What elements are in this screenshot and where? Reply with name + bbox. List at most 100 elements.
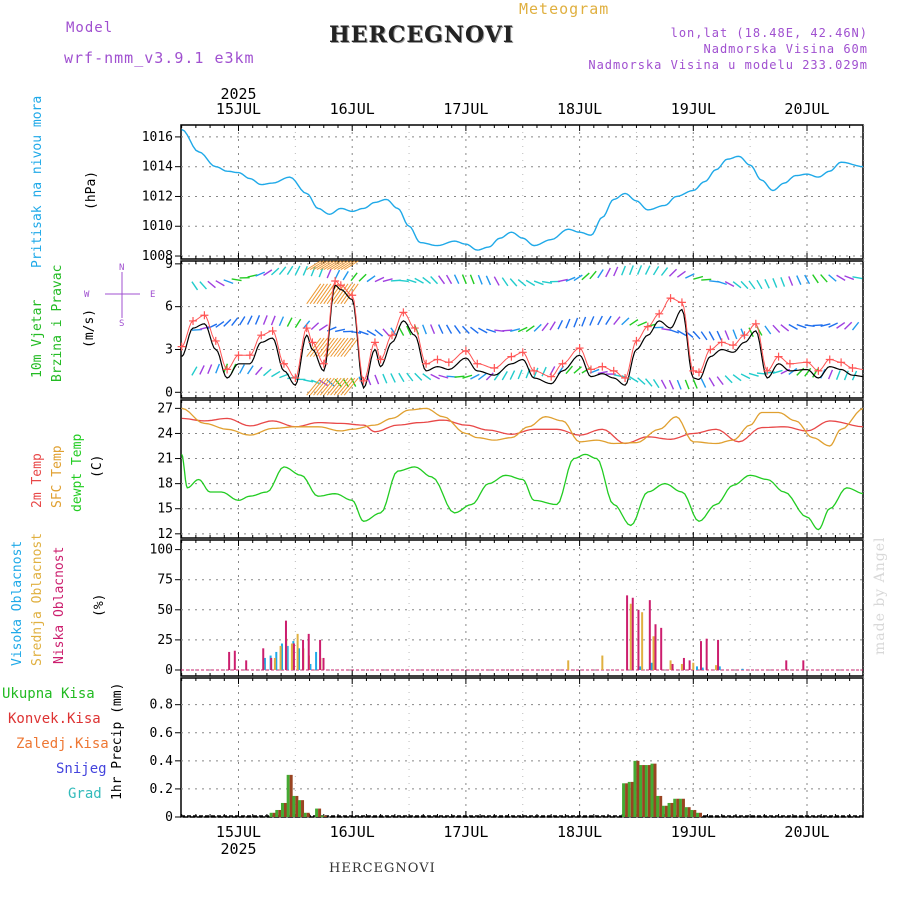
wind-hatch [323, 283, 339, 305]
wind-hatch [313, 283, 328, 305]
wind-arrow [254, 315, 261, 325]
wind-arrow [621, 265, 627, 276]
wind-arrow [462, 374, 473, 379]
wind-arrow [199, 365, 205, 375]
wind-gust-line [181, 280, 863, 382]
wind-arrow [215, 280, 225, 287]
wind-arrow [644, 265, 651, 275]
wind-arrow [573, 366, 582, 374]
wind-arrow [525, 279, 536, 287]
wind-hatch [309, 377, 325, 396]
gust-marker [518, 348, 527, 357]
gust-marker [410, 324, 419, 333]
wind-hatch [316, 377, 332, 396]
wind-arrow [565, 276, 576, 282]
wind-arrow [485, 372, 494, 381]
gust-marker [279, 359, 288, 368]
wind-arrow [453, 325, 461, 334]
wind-hatch [309, 337, 325, 357]
wind-arrow [652, 378, 660, 389]
wind-arrow [732, 374, 742, 382]
legend-graupel: Grad [68, 786, 102, 802]
wind-arrow [398, 372, 405, 383]
wind-arrow [199, 281, 207, 290]
wind-arrow [732, 329, 738, 340]
wind-arrow [541, 322, 549, 332]
wind-hatch [333, 337, 349, 357]
temp-2m-line [181, 417, 863, 445]
wind-arrow [748, 280, 756, 290]
wind-arrow [772, 369, 783, 374]
wind-hatch [306, 283, 322, 305]
gust-marker [376, 355, 385, 364]
gust-marker [245, 351, 254, 360]
wind-arrow [207, 364, 213, 375]
wind-arrow [358, 273, 367, 282]
gust-marker [785, 359, 794, 368]
wind-arrow [525, 325, 535, 333]
gust-marker [200, 311, 209, 320]
wind-arrow [231, 317, 239, 327]
total-rain-bar [275, 809, 279, 817]
wind-arrow [533, 280, 544, 286]
wind-arrow [445, 274, 453, 285]
gust-marker [507, 352, 516, 361]
wind-arrow [406, 278, 417, 284]
wind-hatch [333, 377, 349, 396]
compass-s: S [119, 319, 124, 329]
conv-rain-bar [295, 795, 299, 817]
y-tick-label: 15 [157, 502, 173, 517]
y-tick-label: 0 [165, 385, 173, 400]
gust-marker [837, 358, 846, 367]
gust-marker [359, 376, 368, 385]
conv-rain-bar [659, 795, 663, 817]
wind-arrow [509, 278, 518, 287]
wind-hatch [319, 283, 335, 305]
wind-arrow [191, 366, 198, 376]
wind-arrow [581, 367, 591, 374]
total-rain-bar [661, 805, 665, 817]
bottom-day-label: 18JUL [557, 823, 602, 841]
conv-rain-bar [698, 812, 702, 817]
wind-arrow [613, 266, 619, 277]
wind-arrow [589, 316, 595, 326]
wind-arrow [700, 331, 708, 341]
gust-marker [348, 291, 357, 300]
wind-hatch [333, 283, 349, 305]
compass-w: W [84, 290, 90, 300]
gust-marker [223, 365, 232, 374]
gust-marker [598, 362, 607, 371]
y-tick-label: 6 [165, 300, 173, 315]
wind-arrow [812, 324, 823, 327]
wind-arrow [271, 370, 281, 378]
wind-arrow [334, 328, 346, 333]
gust-marker [632, 336, 641, 345]
wind-hatch [330, 260, 345, 270]
gust-marker [211, 336, 220, 345]
wind-hatch [326, 283, 342, 305]
y-tick-label: 12 [157, 527, 173, 542]
gust-marker [825, 355, 834, 364]
wind-arrow [621, 317, 630, 326]
wind-arrow [311, 379, 321, 385]
conv-rain-bar [653, 763, 657, 817]
bottom-day-label: 15JUL [216, 823, 261, 841]
wind-arrow [637, 321, 648, 327]
conv-rain-bar [272, 812, 276, 817]
wind-arrow [398, 279, 409, 283]
wind-arrow [247, 274, 258, 278]
wind-arrow [676, 379, 682, 390]
gust-marker [422, 359, 431, 368]
wind-arrow [422, 276, 432, 285]
wind-arrow [374, 374, 380, 385]
wind-arrow [660, 379, 667, 390]
wind-hatch [330, 337, 345, 357]
wind-arrow [477, 373, 487, 381]
wind-arrow [788, 367, 798, 376]
gust-marker [694, 368, 703, 377]
wind-arrow [247, 365, 254, 375]
wind-arrow [454, 375, 465, 378]
wind-arrow [406, 325, 412, 336]
wind-hatch [340, 283, 356, 305]
wind-arrow [469, 274, 475, 285]
